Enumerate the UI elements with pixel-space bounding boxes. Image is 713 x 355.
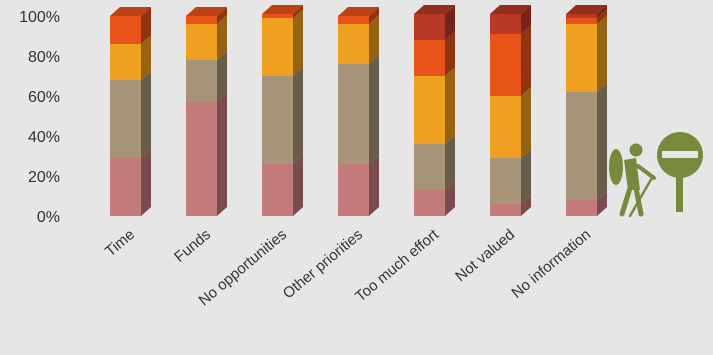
bar-segment [338,7,379,24]
bar-segment [110,7,151,44]
x-category-label: Not valued [452,226,518,285]
bar-top [186,7,227,16]
y-axis-ticks: 0% 20% 40% 60% 80% 100% [19,9,60,226]
y-tick-label: 40% [28,129,60,146]
x-category-label: No information [508,226,594,302]
bar-segment [490,195,531,216]
y-tick-label: 60% [28,89,60,106]
bar-segment [186,93,227,216]
bar-segment [338,155,379,216]
bar-segment [566,191,607,216]
bar-segment [186,7,227,24]
x-category-label: Time [102,226,138,260]
bar-segment [338,55,379,164]
bar-top [262,5,303,14]
x-category-label: Funds [171,226,214,266]
y-tick-label: 0% [37,209,60,226]
bar-segment [110,71,151,158]
bar-top [338,7,379,16]
bar-segment [262,5,303,18]
bar-segment [490,25,531,96]
hiker-icon [609,143,656,218]
bar-segment [414,181,455,216]
no-entry-sign-icon [657,132,703,212]
y-tick-label: 20% [28,169,60,186]
bar-segment [566,83,607,200]
bar-segment [566,5,607,18]
bars [110,5,607,216]
y-tick-label: 100% [19,9,60,26]
bar-segment [414,67,455,144]
bar-segment [186,15,227,60]
bar-segment [490,149,531,204]
bar-top [110,7,151,16]
bar-segment [262,67,303,164]
bar-segment [110,35,151,80]
bar-top [490,5,531,14]
bar-segment [414,5,455,40]
bar-top [414,5,455,14]
bar-segment [414,31,455,76]
bar-segment [414,135,455,190]
bar-segment [110,149,151,216]
bar-segment [490,5,531,34]
bar-segment [338,15,379,64]
bar-segment [566,9,607,24]
y-tick-label: 80% [28,49,60,66]
bar-segment [566,15,607,92]
x-category-label: Too much effort [352,226,443,306]
bar-segment [262,9,303,76]
bar-segment [186,51,227,102]
bar-segment [262,155,303,216]
bar-top [566,5,607,14]
bar-segment [490,87,531,158]
